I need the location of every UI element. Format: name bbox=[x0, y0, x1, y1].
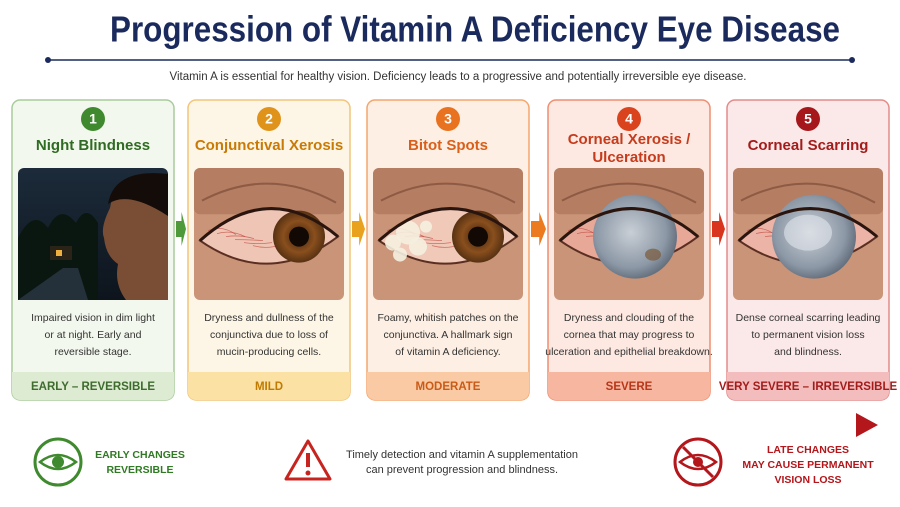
stage-description: Foamy, whitish patches on the bbox=[377, 312, 518, 324]
stage-card: 4 Corneal Xerosis /Ulceration Dryness and … bbox=[545, 99, 713, 401]
severity-band bbox=[12, 372, 174, 400]
stage-title: Corneal Xerosis / bbox=[568, 131, 691, 148]
stage-description: Dryness and clouding of the bbox=[564, 312, 694, 324]
bitot-spot bbox=[393, 247, 407, 262]
stage-description: ulceration and epithelial breakdown. bbox=[545, 346, 713, 358]
step-number: 1 bbox=[89, 111, 97, 127]
stage-title: Night Blindness bbox=[36, 137, 150, 154]
warning-icon bbox=[284, 439, 332, 481]
stage-description: to permanent vision loss bbox=[751, 329, 864, 341]
stage-description: of vitamin A deficiency. bbox=[395, 346, 500, 358]
scar bbox=[784, 214, 832, 251]
step-badge bbox=[81, 107, 105, 131]
step-number: 4 bbox=[625, 111, 633, 127]
footer: EARLY CHANGES REVERSIBLE Timely detection … bbox=[95, 444, 874, 486]
pupil bbox=[289, 226, 309, 247]
severity-band bbox=[188, 372, 350, 400]
step-badge bbox=[617, 107, 641, 131]
lashes bbox=[558, 207, 699, 242]
skin-shade bbox=[733, 168, 883, 215]
eyelid-crease bbox=[201, 182, 337, 204]
stage-description: conjunctiva due to loss of bbox=[210, 329, 328, 341]
road bbox=[18, 268, 88, 300]
vision-loss-icon bbox=[673, 437, 723, 487]
ulcer bbox=[645, 248, 661, 261]
severity-label: VERY SEVERE – IRREVERSIBLE bbox=[719, 381, 898, 393]
severity-band bbox=[367, 372, 529, 400]
vessel bbox=[225, 235, 255, 239]
stage-description: reversible stage. bbox=[54, 346, 131, 358]
stage-title: Ulceration bbox=[592, 149, 665, 166]
stage-card: 5 Corneal Scarring Dense corneal scarring … bbox=[719, 99, 898, 401]
step-number: 3 bbox=[444, 111, 452, 127]
severity-band bbox=[548, 372, 710, 400]
stage-description: cornea that may progress to bbox=[564, 329, 695, 341]
early-icon bbox=[33, 437, 83, 487]
bitot-spot bbox=[385, 234, 401, 251]
stage-arrow bbox=[712, 212, 725, 246]
window-light bbox=[56, 250, 62, 256]
lashes bbox=[737, 207, 878, 242]
bitot-spot bbox=[420, 220, 432, 233]
step-badge bbox=[257, 107, 281, 131]
hair bbox=[108, 173, 168, 216]
severity-band bbox=[727, 372, 889, 400]
stage-title: Conjunctival Xerosis bbox=[195, 137, 343, 154]
pupil bbox=[468, 226, 488, 247]
stage-cards: 1 Night Blindness Impaired vision in dim l… bbox=[11, 99, 898, 401]
stage-description: Dense corneal scarring leading bbox=[736, 312, 881, 324]
stage-description: Impaired vision in dim light bbox=[31, 312, 155, 324]
stage-arrow bbox=[176, 212, 186, 246]
vessel bbox=[234, 239, 264, 241]
step-number: 5 bbox=[804, 111, 812, 127]
step-badge bbox=[796, 107, 820, 131]
stage-description: Dryness and dullness of the bbox=[204, 312, 334, 324]
footer-note: can prevent progression and blindness. bbox=[366, 464, 558, 476]
timeline-head bbox=[856, 413, 878, 437]
step-badge bbox=[436, 107, 460, 131]
skin-shade bbox=[554, 168, 704, 215]
stage-title: Corneal Scarring bbox=[748, 137, 869, 154]
step-number: 2 bbox=[265, 111, 273, 127]
title: Progression of Vitamin A Deficiency Eye … bbox=[110, 9, 840, 50]
footer-note: Timely detection and vitamin A supplemen… bbox=[346, 449, 578, 461]
footer-note: REVERSIBLE bbox=[106, 464, 173, 476]
stage-arrow bbox=[352, 212, 365, 246]
stage-description: conjunctiva. A hallmark sign bbox=[384, 329, 513, 341]
subtitle: Vitamin A is essential for healthy visio… bbox=[169, 71, 746, 83]
vessel bbox=[243, 242, 273, 244]
lashes bbox=[198, 207, 339, 242]
severity-label: MODERATE bbox=[416, 381, 481, 393]
eyelid-crease bbox=[380, 182, 516, 204]
severity-label: SEVERE bbox=[606, 381, 653, 393]
stage-card: 3 Bitot Spots Foamy, whitish patches on th… bbox=[366, 99, 530, 401]
skin-shade bbox=[373, 168, 523, 215]
stage-title: Bitot Spots bbox=[408, 137, 488, 154]
stage-description: mucin-producing cells. bbox=[217, 346, 321, 358]
skin-shade bbox=[194, 168, 344, 215]
stage-arrow bbox=[531, 212, 546, 246]
footer-note: MAY CAUSE PERMANENT bbox=[742, 459, 874, 471]
footer-note: VISION LOSS bbox=[774, 474, 841, 486]
stage-card: 2 Conjunctival Xerosis Dryness and dullnes… bbox=[187, 99, 351, 401]
stage-description: and blindness. bbox=[774, 346, 842, 358]
stage-description: or at night. Early and bbox=[45, 329, 142, 341]
footer-note: EARLY CHANGES bbox=[95, 449, 185, 461]
severity-label: MILD bbox=[255, 381, 283, 393]
lashes bbox=[377, 207, 518, 242]
vessel bbox=[216, 231, 246, 237]
eyelid-crease bbox=[561, 182, 697, 204]
eyelid-crease bbox=[740, 182, 876, 204]
rule-dot bbox=[849, 57, 855, 63]
stage-card: 1 Night Blindness Impaired vision in dim l… bbox=[11, 99, 175, 401]
rule-dot bbox=[45, 57, 51, 63]
severity-label: EARLY – REVERSIBLE bbox=[31, 381, 155, 393]
bitot-spot bbox=[409, 237, 427, 256]
footer-note: LATE CHANGES bbox=[767, 444, 849, 456]
